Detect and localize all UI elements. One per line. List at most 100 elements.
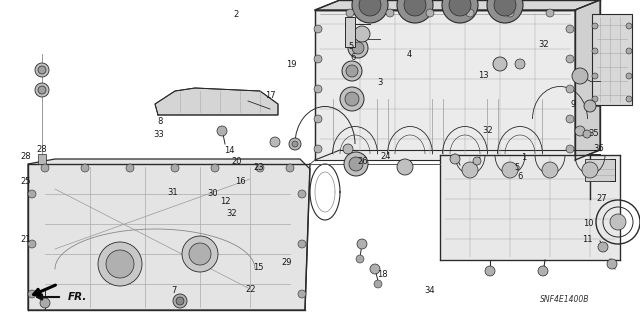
Circle shape [502,162,518,178]
Text: 20: 20 [232,157,242,166]
Text: FR.: FR. [68,292,88,302]
Text: 12: 12 [220,197,230,206]
Text: 9: 9 [570,100,575,109]
Circle shape [314,145,322,153]
Circle shape [466,9,474,17]
Circle shape [572,68,588,84]
Circle shape [546,9,554,17]
Circle shape [35,83,49,97]
Circle shape [270,137,280,147]
Circle shape [352,42,364,54]
Circle shape [462,162,478,178]
Circle shape [485,266,495,276]
Text: 23: 23 [254,163,264,172]
Circle shape [582,162,598,178]
Text: 31: 31 [168,188,178,197]
Circle shape [298,240,306,248]
Circle shape [592,23,598,29]
Circle shape [211,164,219,172]
Text: SNF4E1400B: SNF4E1400B [540,294,589,303]
Text: 28: 28 [20,152,31,161]
Circle shape [292,141,298,147]
Text: 3: 3 [378,78,383,87]
Text: 22: 22 [246,285,256,294]
Circle shape [386,9,394,17]
Text: 10: 10 [584,219,594,228]
Circle shape [607,259,617,269]
Circle shape [344,152,368,176]
Polygon shape [592,14,632,105]
Circle shape [610,214,626,230]
Circle shape [41,164,49,172]
Circle shape [289,138,301,150]
Text: 24: 24 [380,152,390,161]
Circle shape [98,242,142,286]
Circle shape [592,96,598,102]
Circle shape [359,0,381,16]
Circle shape [28,190,36,198]
Text: 15: 15 [253,263,264,272]
Circle shape [256,164,264,172]
Circle shape [340,87,364,111]
Text: 16: 16 [235,177,245,186]
Circle shape [442,0,478,23]
Circle shape [506,9,514,17]
Text: 5: 5 [515,163,520,172]
Circle shape [566,55,574,63]
Text: 26: 26 [357,157,367,166]
Text: 6: 6 [517,172,522,181]
Bar [585,159,615,181]
Text: 7: 7 [172,286,177,295]
Circle shape [348,38,368,58]
Circle shape [173,294,187,308]
Text: 25: 25 [20,177,31,186]
Circle shape [35,63,49,77]
Text: 32: 32 [483,126,493,135]
Text: 35: 35 [589,129,599,138]
Circle shape [538,266,548,276]
Circle shape [397,159,413,175]
Circle shape [176,297,184,305]
Polygon shape [155,88,278,115]
Text: 28: 28 [36,145,47,154]
Circle shape [592,48,598,54]
Circle shape [346,65,358,77]
Text: 2: 2 [233,10,238,19]
Text: 13: 13 [478,71,488,80]
Circle shape [81,164,89,172]
Text: 8: 8 [157,117,163,126]
Text: 32: 32 [227,209,237,218]
Text: 29: 29 [282,258,292,267]
Circle shape [592,73,598,79]
Circle shape [106,250,134,278]
Circle shape [566,25,574,33]
Circle shape [298,190,306,198]
Circle shape [575,126,585,136]
Circle shape [40,298,50,308]
Circle shape [566,115,574,123]
Text: 6: 6 [351,53,356,62]
Circle shape [426,9,434,17]
Circle shape [515,59,525,69]
Circle shape [314,85,322,93]
Circle shape [346,9,354,17]
Circle shape [349,157,363,171]
Circle shape [28,290,36,298]
Circle shape [626,48,632,54]
Text: 1: 1 [521,153,526,162]
Circle shape [584,100,596,112]
Circle shape [493,57,507,71]
Circle shape [343,144,353,154]
Circle shape [38,66,46,74]
Text: 30: 30 [207,189,218,198]
Text: 17: 17 [265,91,275,100]
Circle shape [374,280,382,288]
Polygon shape [440,155,620,260]
Circle shape [126,164,134,172]
Circle shape [38,86,46,94]
Text: 27: 27 [596,194,607,203]
Circle shape [314,55,322,63]
Circle shape [28,240,36,248]
Text: 14: 14 [224,146,234,155]
Circle shape [598,242,608,252]
